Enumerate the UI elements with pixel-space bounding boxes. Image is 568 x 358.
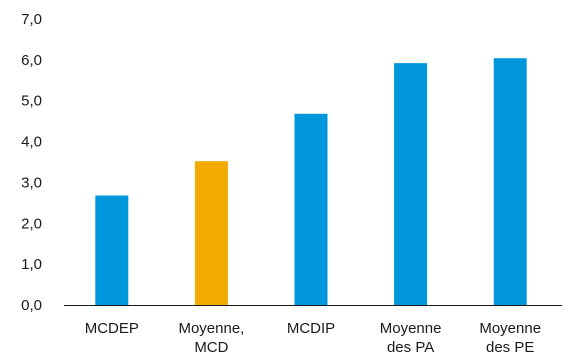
x-category-label-line: des PA: [387, 339, 434, 356]
x-category-label-line: MCDEP: [85, 320, 139, 337]
y-tick-label: 6,0: [21, 52, 42, 69]
y-tick-label: 0,0: [21, 297, 42, 314]
bar: [194, 161, 228, 305]
bar: [493, 58, 527, 306]
x-category-label: MCDIP: [287, 320, 335, 337]
y-axis-tick-labels: 0,0 1,0 2,0 3,0 4,0 5,0 6,0 7,0: [21, 11, 42, 314]
y-tick-label: 4,0: [21, 134, 42, 151]
x-category-label-line: Moyenne: [380, 320, 442, 337]
y-tick-label: 3,0: [21, 174, 42, 191]
y-tick-label: 7,0: [21, 11, 42, 28]
x-category-label-line: Moyenne,: [178, 320, 244, 337]
bar: [394, 63, 428, 305]
bar: [294, 113, 328, 305]
x-category-label-line: MCD: [194, 339, 228, 356]
x-category-label-line: Moyenne: [479, 320, 541, 337]
x-category-label-line: MCDIP: [287, 320, 335, 337]
y-tick-label: 5,0: [21, 93, 42, 110]
bar: [95, 195, 129, 305]
x-category-label: MCDEP: [85, 320, 139, 337]
y-tick-label: 1,0: [21, 256, 42, 273]
x-category-label: Moyenne des PE: [479, 320, 541, 356]
x-category-label-line: des PE: [486, 339, 534, 356]
bars-group: [95, 58, 527, 306]
y-tick-label: 2,0: [21, 215, 42, 232]
x-category-label: Moyenne des PA: [380, 320, 442, 356]
x-category-label: Moyenne, MCD: [178, 320, 244, 356]
